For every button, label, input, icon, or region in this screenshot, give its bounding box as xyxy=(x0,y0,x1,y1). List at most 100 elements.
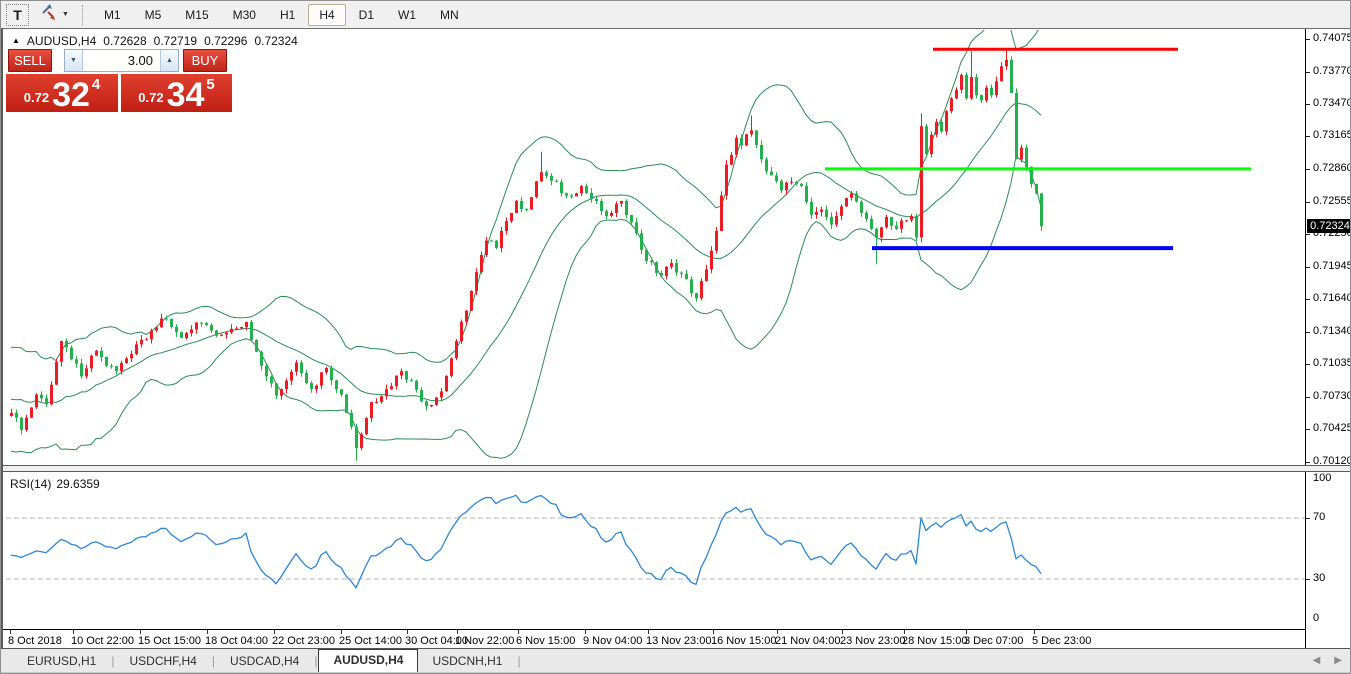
rsi-value: 29.6359 xyxy=(56,477,100,491)
status-strip xyxy=(1,672,1350,673)
time-tick-mark xyxy=(713,630,714,634)
timeframe-button-h1[interactable]: H1 xyxy=(269,4,306,26)
price-tick-label: 0.71945 xyxy=(1313,259,1351,272)
tab-scroll-left-icon[interactable]: ◀ xyxy=(1312,655,1321,666)
one-click-trading-panel: SELL ▼ 3.00 ▲ BUY 0.72 32 4 0.72 34 5 xyxy=(6,49,233,112)
time-tick-mark xyxy=(518,630,519,634)
sell-price-button[interactable]: 0.72 32 4 xyxy=(6,74,118,112)
volume-field[interactable]: 3.00 xyxy=(83,50,160,71)
timeframe-button-group: M1 M5 M15 M30 H1 H4 D1 W1 MN xyxy=(92,3,471,26)
rsi-tick-label: 0 xyxy=(1313,611,1320,624)
rsi-layer xyxy=(6,494,1305,589)
price-tick-mark xyxy=(1306,266,1310,268)
price-tick-label: 0.70120 xyxy=(1313,454,1351,467)
panel-splitter[interactable] xyxy=(3,465,1350,472)
collapse-icon[interactable]: ▲ xyxy=(12,36,20,45)
tab-separator: | xyxy=(314,654,318,668)
time-tick-label: 3 Dec 07:00 xyxy=(964,635,1024,647)
timeframe-button-m15[interactable]: M15 xyxy=(174,4,219,26)
price-tick-label: 0.74075 xyxy=(1313,32,1351,44)
price-tick-label: 0.71640 xyxy=(1313,292,1351,305)
bollinger-bands-layer xyxy=(10,30,1042,459)
time-tick-label: 10 Oct 22:00 xyxy=(71,635,134,647)
tab-scroll-right-icon[interactable]: ▶ xyxy=(1334,655,1342,666)
time-tick-mark xyxy=(966,630,967,634)
price-tick-mark xyxy=(1306,331,1310,333)
text-label-tool-button[interactable]: T xyxy=(6,3,29,26)
tab-usdchf-h4[interactable]: USDCHF,H4 xyxy=(129,654,197,668)
buy-price-button[interactable]: 0.72 34 5 xyxy=(121,74,232,112)
rsi-tick-label: 30 xyxy=(1313,572,1326,584)
timeframe-button-m5[interactable]: M5 xyxy=(134,4,173,26)
text-tool-icon: T xyxy=(13,6,22,23)
time-tick-mark xyxy=(1034,630,1035,634)
rsi-indicator-label: RSI(14) 29.6359 xyxy=(10,477,100,491)
timeframe-button-h4[interactable]: H4 xyxy=(308,3,346,26)
price-tick-label: 0.72860 xyxy=(1313,161,1351,174)
hlines-layer xyxy=(825,47,1251,251)
timeframe-button-d1[interactable]: D1 xyxy=(348,4,385,26)
tab-usdcnh-h1[interactable]: USDCNH,H1 xyxy=(432,654,503,668)
chart-tabs-bar: EURUSD,H1 | USDCHF,H4 | USDCAD,H4 | AUDUSD,H4 U… xyxy=(1,648,1350,672)
chart-title: ▲ AUDUSD,H4 0.72628 0.72719 0.72296 0.72… xyxy=(12,34,298,48)
tab-separator: | xyxy=(111,654,115,668)
rsi-tick-label: 70 xyxy=(1313,511,1326,523)
volume-stepper: ▼ 3.00 ▲ xyxy=(64,49,179,72)
tab-separator: | xyxy=(211,654,215,668)
time-tick-mark xyxy=(457,630,458,634)
candles-layer xyxy=(10,50,1043,461)
price-tick-label: 0.73470 xyxy=(1313,96,1351,109)
buy-price-base: 0.72 xyxy=(138,90,164,105)
arrows-tool-button[interactable]: ▼ xyxy=(37,4,72,26)
volume-increase-button[interactable]: ▲ xyxy=(160,50,178,71)
tab-separator: | xyxy=(517,654,521,668)
time-tick-mark xyxy=(207,630,208,634)
chart-symbol-period: AUDUSD,H4 xyxy=(26,34,97,48)
ohlc-low: 0.72296 xyxy=(204,34,248,48)
rsi-tick-mark xyxy=(1306,579,1310,580)
time-tick-mark xyxy=(407,630,408,634)
time-tick-label: 16 Nov 15:00 xyxy=(711,635,777,647)
timeframe-button-m30[interactable]: M30 xyxy=(222,4,267,26)
price-scale[interactable]: 0.74075 0.73770 0.73470 0.73165 0.72860 0.725… xyxy=(1305,29,1351,648)
volume-decrease-button[interactable]: ▼ xyxy=(65,50,83,71)
time-tick-mark xyxy=(274,630,275,634)
tab-eurusd-h1[interactable]: EURUSD,H1 xyxy=(27,654,97,668)
buy-price-big: 34 xyxy=(166,76,205,114)
time-tick-label: 25 Oct 14:00 xyxy=(339,635,402,647)
price-tick-mark xyxy=(1306,168,1310,170)
tab-audusd-h4[interactable]: AUDUSD,H4 xyxy=(318,649,419,672)
time-tick-label: 21 Nov 04:00 xyxy=(775,635,841,647)
buy-button[interactable]: BUY xyxy=(183,49,227,72)
time-tick-label: 22 Oct 23:00 xyxy=(272,635,335,647)
time-tick-mark xyxy=(904,630,905,634)
top-toolbar: T ▼ M1 M5 M15 M30 H1 H4 D1 W1 MN xyxy=(1,1,1350,29)
price-tick-label: 0.72555 xyxy=(1313,194,1351,207)
price-tick-mark xyxy=(1306,299,1310,301)
tab-usdcad-h4[interactable]: USDCAD,H4 xyxy=(229,654,300,668)
rsi-name: RSI(14) xyxy=(10,477,52,491)
toolbar-grip xyxy=(81,4,83,25)
price-tick-mark xyxy=(1306,136,1310,138)
timeframe-button-w1[interactable]: W1 xyxy=(387,4,427,26)
timeframe-button-mn[interactable]: MN xyxy=(429,4,470,26)
price-tick-label: 0.70730 xyxy=(1313,389,1351,402)
rsi-tick-mark xyxy=(1306,518,1310,519)
time-tick-label: 18 Oct 04:00 xyxy=(205,635,268,647)
timeframe-button-m1[interactable]: M1 xyxy=(93,4,132,26)
sell-price-big: 32 xyxy=(52,76,90,114)
sell-price-base: 0.72 xyxy=(23,90,50,105)
chart-tabs: EURUSD,H1 | USDCHF,H4 | USDCAD,H4 | AUDUSD,H4 U… xyxy=(13,649,522,672)
price-tick-label: 0.71340 xyxy=(1313,324,1351,337)
time-tick-label: 5 Dec 23:00 xyxy=(1032,635,1092,647)
chart-canvas[interactable] xyxy=(3,29,1350,653)
rsi-tick-label: 100 xyxy=(1313,472,1332,485)
price-tick-mark xyxy=(1306,39,1310,40)
price-tick-label: 0.70425 xyxy=(1313,422,1351,435)
time-tick-label: 23 Nov 23:00 xyxy=(840,635,906,647)
time-scale[interactable]: 8 Oct 2018 10 Oct 22:00 15 Oct 15:00 18 Oct… xyxy=(3,629,1305,648)
chevron-down-icon: ▼ xyxy=(62,11,69,18)
time-tick-label: 9 Nov 04:00 xyxy=(583,635,643,647)
sell-button[interactable]: SELL xyxy=(8,49,52,72)
